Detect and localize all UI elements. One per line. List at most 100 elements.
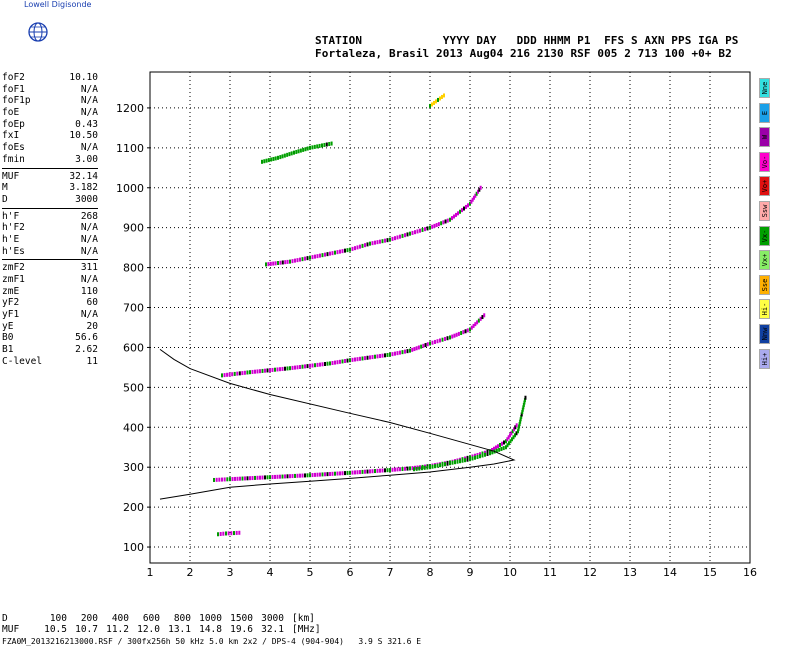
echo-point [459,459,461,464]
density-profile-line [159,348,516,500]
param-separator [2,207,98,209]
legend-label: Hi- [760,303,769,316]
echo-point [356,245,359,250]
echo-point [386,352,389,357]
echo-point [369,355,371,360]
legend-label: Nne [760,81,769,95]
echo-point [505,439,507,444]
echo-point [429,341,431,346]
echo-point [414,230,416,235]
echo-point [326,252,329,257]
echo-point [396,467,399,472]
echo-point [349,470,351,475]
footer-value: 32.1 [261,624,284,635]
echo-point [229,477,231,482]
x-tick-label: 8 [427,566,434,579]
echo-point [294,473,296,478]
brand-logo [8,2,48,42]
echo-point [457,331,460,336]
param-value: 3000 [75,193,98,205]
echo-point [446,218,449,223]
echo-point [351,470,354,475]
param-row: fxI 10.50 [2,130,98,142]
echo-point [274,367,276,372]
echo-point [520,414,523,419]
echo-point [431,340,434,345]
echo-point [272,261,275,266]
echo-point [324,252,326,257]
param-value: 20 [86,320,98,332]
param-name: M [2,182,8,194]
echo-point [517,429,519,434]
echo-point [519,417,522,422]
echo-point [424,227,426,232]
header-line-2: Fortaleza, Brasil 2013 Aug04 216 2130 RS… [315,47,732,60]
echo-point [249,370,251,375]
echo-point [334,250,336,255]
param-name: zmF1 [2,274,25,285]
echo-point [411,230,414,235]
echo-point [399,350,401,355]
echo-point [469,201,471,206]
echo-point [274,474,276,479]
param-value: 2.62 [75,344,98,356]
echo-point [228,372,231,377]
echo-point [376,240,379,245]
echo-point [286,152,289,157]
param-name: foF1 [2,83,25,95]
echo-point [470,325,473,330]
echo-point [226,477,229,482]
echo-point [523,400,526,405]
echo-point [436,339,439,344]
echo-point [269,261,272,266]
echo-point [479,316,482,321]
echo-point [293,150,295,155]
param-value: 3.182 [69,182,98,194]
param-name: yE [2,320,14,332]
echo-point [356,470,359,475]
echo-point [336,360,339,365]
footer-value: 10.5 [44,624,67,635]
x-tick-label: 5 [307,566,314,579]
echo-point [264,475,266,480]
footer-value: 14.8 [199,624,222,635]
echo-point [306,146,309,151]
echo-point [424,343,427,348]
echo-point [304,147,307,152]
echo-point [359,470,361,475]
param-value: N/A [80,245,98,257]
echo-point [523,398,526,403]
echo-point [502,446,505,451]
echo-point [369,241,371,246]
param-row: yF2 60 [2,297,98,309]
header-line-1: STATION YYYY DAY DDD HHMM P1 FFS S AXN P… [315,34,739,47]
echo-point [426,226,429,231]
echo-point [471,456,474,461]
param-row: yE 20 [2,321,98,333]
echo-point [481,315,484,320]
footer-muf-row: MUF 10.5 10.7 11.2 12.0 13.1 14.8 19.6 32.1 [MHz] [2,624,321,635]
echo-point [251,476,254,481]
echo-point [249,476,251,481]
param-name: h'F2 [2,222,25,234]
echo-point [254,369,256,374]
echo-point [441,337,444,342]
echo-point [434,339,436,344]
plot-frame [149,71,751,564]
echo-point [384,353,386,358]
echo-point [509,433,511,438]
echo-point [522,402,525,407]
echo-point [436,463,439,468]
echo-point [284,474,286,479]
legend-item: Sse [759,274,770,295]
echo-point [316,362,319,367]
echo-point [283,153,286,158]
echo-point [457,211,459,216]
echo-point [507,435,510,440]
echo-point [276,474,279,479]
param-row: h'F 268 [2,211,98,223]
echo-point [286,259,289,264]
echo-point [441,94,443,99]
param-value: N/A [80,107,98,119]
